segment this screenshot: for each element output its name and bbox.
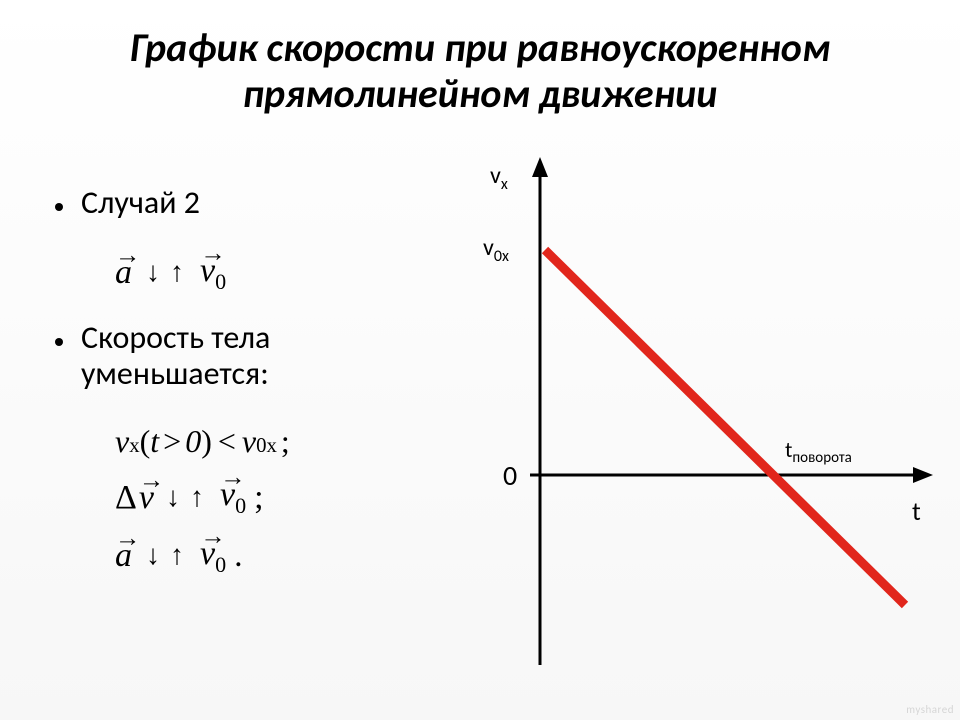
formula-block-2: vx ( t > 0 ) < v0x ; Δ v ↓ ↑ v0 — [115, 423, 455, 578]
period: . — [234, 537, 243, 575]
y-axis-arrowhead — [532, 157, 548, 177]
v0x-label: v0x — [483, 233, 509, 266]
formula-dv-v0: Δ v ↓ ↑ v0 ; — [115, 476, 455, 519]
zero: 0 — [185, 423, 201, 460]
vector-a: a — [115, 254, 132, 292]
lt-symbol: < — [218, 423, 236, 460]
title-text: График скорости при равноускоренномпрямо… — [130, 23, 831, 118]
bullet-marker — [55, 203, 63, 211]
velocity-chart: vx v0x 0 tповорота t — [475, 155, 945, 685]
bullet-2: Скорость телауменьшается: — [55, 320, 455, 394]
semicolon-1: ; — [281, 423, 290, 460]
gt-symbol: > — [163, 423, 181, 460]
vector-dv: v — [139, 479, 154, 517]
open-paren: ( — [140, 423, 151, 460]
x-axis-arrowhead — [913, 467, 933, 483]
x-axis-label: t — [912, 495, 921, 527]
arrow-down-a: ↓ — [146, 257, 160, 289]
var-t: t — [150, 423, 159, 460]
t-turn-label: tповорота — [785, 436, 852, 467]
vector-v0-2: v0 — [220, 476, 246, 519]
slide: График скорости при равноускоренномпрямо… — [0, 0, 960, 720]
vector-a-2: a — [115, 537, 132, 575]
arrow-up-a2: ↑ — [170, 540, 184, 572]
bullet-1: Случай 2 — [55, 185, 455, 222]
vector-v0-3: v0 — [200, 535, 226, 578]
bullet-1-text: Случай 2 — [81, 185, 200, 222]
formula-vx-lt-v0x: vx ( t > 0 ) < v0x ; — [115, 423, 455, 460]
arrow-up-dv: ↑ — [190, 482, 204, 514]
arrow-up-a: ↑ — [170, 257, 184, 289]
origin-label: 0 — [503, 458, 517, 493]
y-axis-label: vx — [490, 161, 508, 194]
velocity-line — [545, 250, 905, 605]
formula-block-1: a ↓ ↑ v0 — [115, 252, 455, 295]
formula-a-v0-2: a ↓ ↑ v0 . — [115, 535, 455, 578]
delta-symbol: Δ — [115, 479, 137, 517]
arrow-down-dv: ↓ — [166, 482, 180, 514]
slide-title: График скорости при равноускоренномпрямо… — [0, 25, 960, 117]
v0x-var: v0x — [242, 423, 277, 460]
arrow-down-a2: ↓ — [146, 540, 160, 572]
formula-vectors-a-v0: a ↓ ↑ v0 — [115, 252, 455, 295]
close-paren: ) — [201, 423, 212, 460]
bullet-2-text: Скорость телауменьшается: — [81, 320, 270, 394]
vx-var: vx — [115, 423, 140, 460]
semicolon-2: ; — [254, 479, 263, 517]
bullet-list: Случай 2 a ↓ ↑ v0 Скорость телауменьшает… — [55, 185, 455, 603]
bullet-marker — [55, 338, 63, 346]
watermark: myshared — [906, 703, 954, 716]
vector-v0: v0 — [200, 252, 226, 295]
